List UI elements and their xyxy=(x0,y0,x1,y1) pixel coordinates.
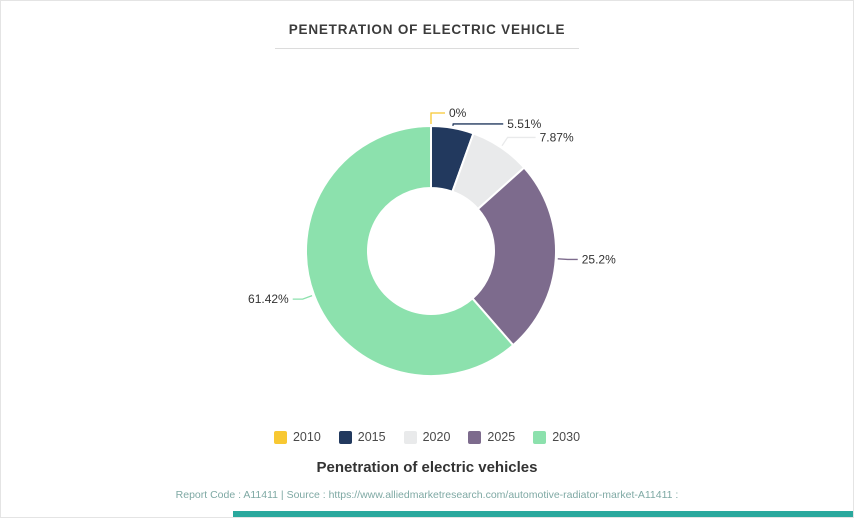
donut-slice-2025[interactable] xyxy=(471,166,557,347)
leader-line-2010 xyxy=(430,112,445,124)
legend-item-2015[interactable]: 2015 xyxy=(338,430,386,444)
legend-item-2020[interactable]: 2020 xyxy=(403,430,451,444)
legend-swatch-2015 xyxy=(338,430,352,444)
report-footer: Report Code : A11411 | Source : https://… xyxy=(175,489,679,501)
legend-swatch-2025 xyxy=(468,430,482,444)
leader-line-2030 xyxy=(292,294,313,300)
slice-label-2030: 61.42% xyxy=(248,292,289,306)
legend-label-2025: 2025 xyxy=(487,430,516,444)
slice-label-2010: 0% xyxy=(449,106,467,120)
legend-label-2015: 2015 xyxy=(357,430,386,444)
leader-line-2020 xyxy=(501,136,536,147)
legend-item-2025[interactable]: 2025 xyxy=(468,430,515,444)
legend-swatch-2030 xyxy=(533,430,547,444)
chart-title: PENETRATION OF ELECTRIC VEHICLE xyxy=(274,22,580,49)
legend-item-2030[interactable]: 2030 xyxy=(533,430,580,444)
slice-label-2025: 25.2% xyxy=(582,252,616,266)
legend-swatch-2010 xyxy=(273,430,287,444)
title-wrap: PENETRATION OF ELECTRIC VEHICLE xyxy=(1,21,853,49)
donut-slice-2030[interactable] xyxy=(305,124,515,377)
legend-item-2010[interactable]: 2010 xyxy=(273,430,321,444)
accent-bar xyxy=(233,511,853,517)
slice-label-2020: 7.87% xyxy=(540,130,574,144)
slice-label-2015: 5.51% xyxy=(507,117,541,131)
legend-label-2020: 2020 xyxy=(422,430,451,444)
legend-label-2010: 2010 xyxy=(292,430,321,444)
chart-subtitle: Penetration of electric vehicles xyxy=(316,459,538,476)
legend-swatch-2020 xyxy=(403,430,417,444)
chart-legend: 2010 2015 2020 2025 2030 xyxy=(1,430,853,444)
legend-label-2030: 2030 xyxy=(552,430,581,444)
leader-line-2015 xyxy=(452,123,504,127)
leader-line-2025 xyxy=(557,258,578,261)
